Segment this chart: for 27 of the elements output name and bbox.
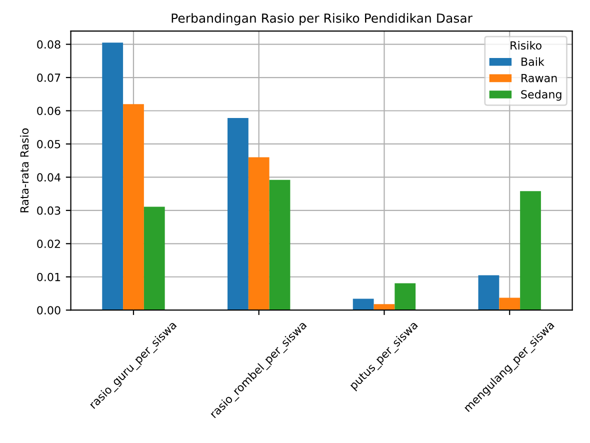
bar [123,104,144,310]
bar [269,180,290,310]
chart-title: Perbandingan Rasio per Risiko Pendidikan Dasar [172,13,472,26]
legend-label: Sedang [521,90,562,101]
y-tick-label: 0.07 [37,74,60,82]
bar [102,42,124,310]
bar [394,283,416,310]
bar [374,304,395,310]
bar [352,298,374,310]
bar [248,157,270,310]
legend-label: Baik [522,57,544,66]
bar [499,298,520,310]
bar [144,206,165,310]
y-tick-label: 0.04 [37,173,60,182]
y-tick-label: 0.02 [37,240,60,248]
bar [478,275,500,310]
y-tick-label: 0.06 [37,106,60,116]
bar [228,118,248,310]
legend-label: Rawan [522,74,557,82]
y-tick-label: 0.01 [37,272,60,282]
y-tick-label: 0.00 [37,306,60,314]
bar [520,191,541,310]
y-axis-title: Rata-rata Rasio [20,128,29,212]
y-tick-label: 0.08 [37,40,60,49]
legend-title: Risiko [510,41,542,50]
y-tick-label: 0.05 [37,140,60,148]
y-tick-label: 0.03 [37,206,60,215]
